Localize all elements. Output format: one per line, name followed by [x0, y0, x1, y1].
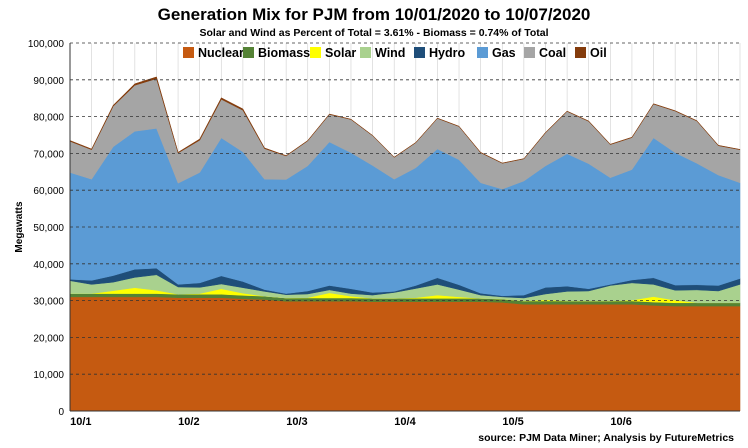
series-area-nuclear [69, 296, 741, 412]
legend-swatch-oil [575, 47, 586, 58]
source-note: source: PJM Data Miner; Analysis by Futu… [478, 432, 734, 444]
y-axis-label: Megawatts [14, 201, 25, 253]
chart-title: Generation Mix for PJM from 10/01/2020 t… [157, 5, 591, 24]
x-tick-label: 10/5 [502, 416, 523, 428]
y-tick-label: 100,000 [28, 39, 65, 50]
legend-label-biomass: Biomass [258, 46, 310, 60]
chart-subtitle: Solar and Wind as Percent of Total = 3.6… [199, 27, 549, 39]
y-tick-label: 50,000 [33, 223, 64, 234]
legend-swatch-solar [310, 47, 321, 58]
y-tick-label: 30,000 [33, 297, 64, 308]
legend-swatch-biomass [243, 47, 254, 58]
legend-swatch-nuclear [183, 47, 194, 58]
legend-label-wind: Wind [375, 46, 405, 60]
legend-swatch-coal [524, 47, 535, 58]
y-tick-label: 80,000 [33, 113, 64, 124]
series-area-oil [69, 76, 741, 164]
y-tick-label: 40,000 [33, 260, 64, 271]
y-tick-label: 20,000 [33, 333, 64, 344]
y-tick-label: 60,000 [33, 186, 64, 197]
legend-label-gas: Gas [492, 46, 516, 60]
legend-label-nuclear: Nuclear [198, 46, 244, 60]
x-tick-label: 10/4 [394, 416, 416, 428]
x-tick-label: 10/1 [70, 416, 91, 428]
y-tick-label: 90,000 [33, 76, 64, 87]
legend-label-solar: Solar [325, 46, 356, 60]
legend-swatch-wind [360, 47, 371, 58]
x-tick-label: 10/3 [286, 416, 307, 428]
legend-label-hydro: Hydro [429, 46, 465, 60]
x-tick-label: 10/2 [178, 416, 199, 428]
legend-swatch-hydro [414, 47, 425, 58]
y-tick-label: 70,000 [33, 149, 64, 160]
legend-label-oil: Oil [590, 46, 607, 60]
x-tick-label: 10/6 [610, 416, 631, 428]
y-tick-label: 0 [58, 407, 64, 418]
y-tick-label: 10,000 [33, 370, 64, 381]
legend-label-coal: Coal [539, 46, 566, 60]
legend-swatch-gas [477, 47, 488, 58]
